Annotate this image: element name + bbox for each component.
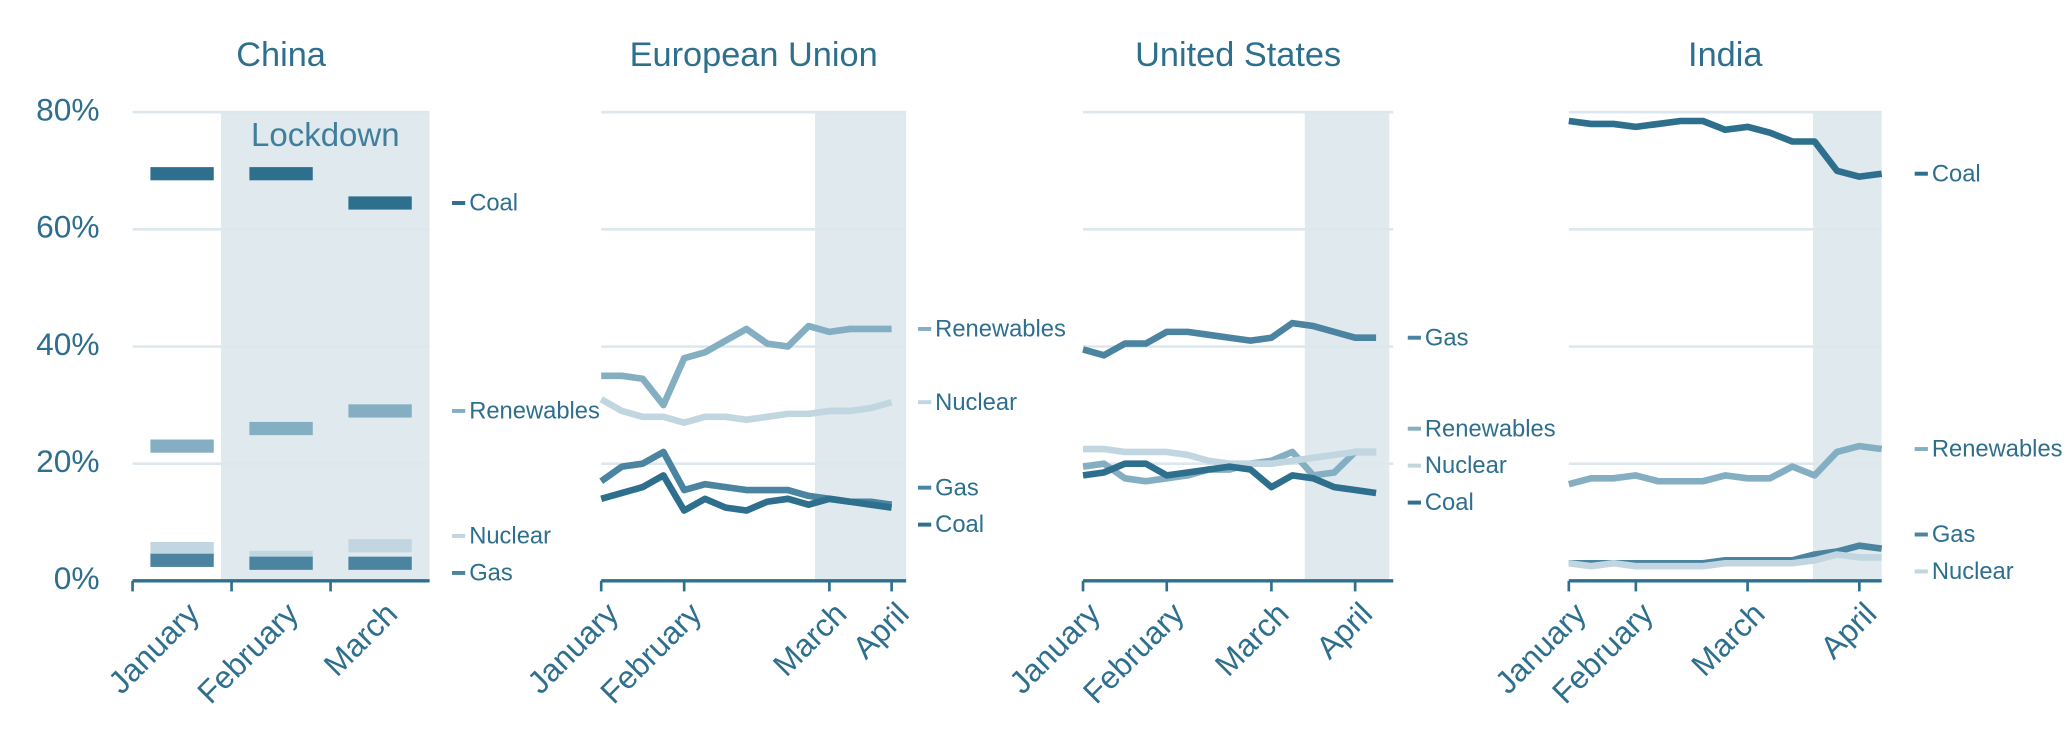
legend-label: Renewables — [1932, 436, 2063, 463]
legend-label: Coal — [935, 511, 984, 538]
chart-title: European Union — [630, 36, 878, 74]
dash-mark — [150, 553, 214, 567]
x-tick-label: April — [845, 595, 915, 665]
dash-mark — [249, 167, 313, 181]
legend-label: Gas — [1425, 324, 1469, 351]
y-tick-label: 60% — [36, 209, 99, 245]
legend-label: Nuclear — [1425, 452, 1507, 479]
y-tick-label: 0% — [54, 560, 100, 596]
annotation: Lockdown — [251, 116, 400, 153]
series-line — [1082, 319, 1377, 359]
chart-title: India — [1688, 36, 1763, 74]
series-line — [601, 322, 892, 409]
legend-label: Coal — [1425, 489, 1474, 516]
legend-label: Coal — [1932, 160, 1981, 187]
legend-label: Renewables — [469, 398, 600, 425]
dash-mark — [150, 439, 214, 453]
x-tick-label: March — [316, 595, 404, 683]
chart-title: China — [236, 36, 327, 74]
series-line — [1568, 551, 1882, 570]
y-tick-label: 40% — [36, 326, 99, 362]
series-line — [1082, 460, 1377, 497]
dash-mark — [348, 196, 412, 210]
dash-mark — [150, 542, 214, 556]
dash-mark — [348, 556, 412, 570]
x-tick-label: April — [1813, 595, 1883, 665]
legend-label: Coal — [469, 190, 518, 217]
y-tick-label: 80% — [36, 92, 99, 128]
x-tick-label: March — [1684, 595, 1772, 683]
chart-title: United States — [1135, 36, 1341, 74]
y-tick-label: 20% — [36, 443, 99, 479]
legend-label: Nuclear — [1932, 558, 2014, 585]
dash-mark — [348, 539, 412, 553]
x-tick-label: March — [1208, 595, 1296, 683]
series-line — [1568, 117, 1883, 180]
dash-mark — [249, 556, 313, 570]
dash-mark — [150, 167, 214, 181]
legend-label: Renewables — [1425, 415, 1556, 442]
x-tick-label: February — [190, 595, 305, 710]
dash-mark — [348, 404, 412, 418]
dash-mark — [249, 421, 313, 436]
legend-label: Gas — [1932, 521, 1976, 548]
series-line — [1567, 442, 1883, 488]
series-line — [599, 396, 893, 426]
legend-label: Nuclear — [469, 523, 551, 550]
legend-label: Nuclear — [935, 389, 1017, 416]
legend-label: Gas — [935, 474, 979, 501]
series-line — [600, 472, 893, 514]
legend-label: Gas — [469, 560, 513, 587]
x-tick-label: March — [766, 595, 854, 683]
legend-label: Renewables — [935, 316, 1066, 343]
x-tick-label: April — [1309, 595, 1379, 665]
